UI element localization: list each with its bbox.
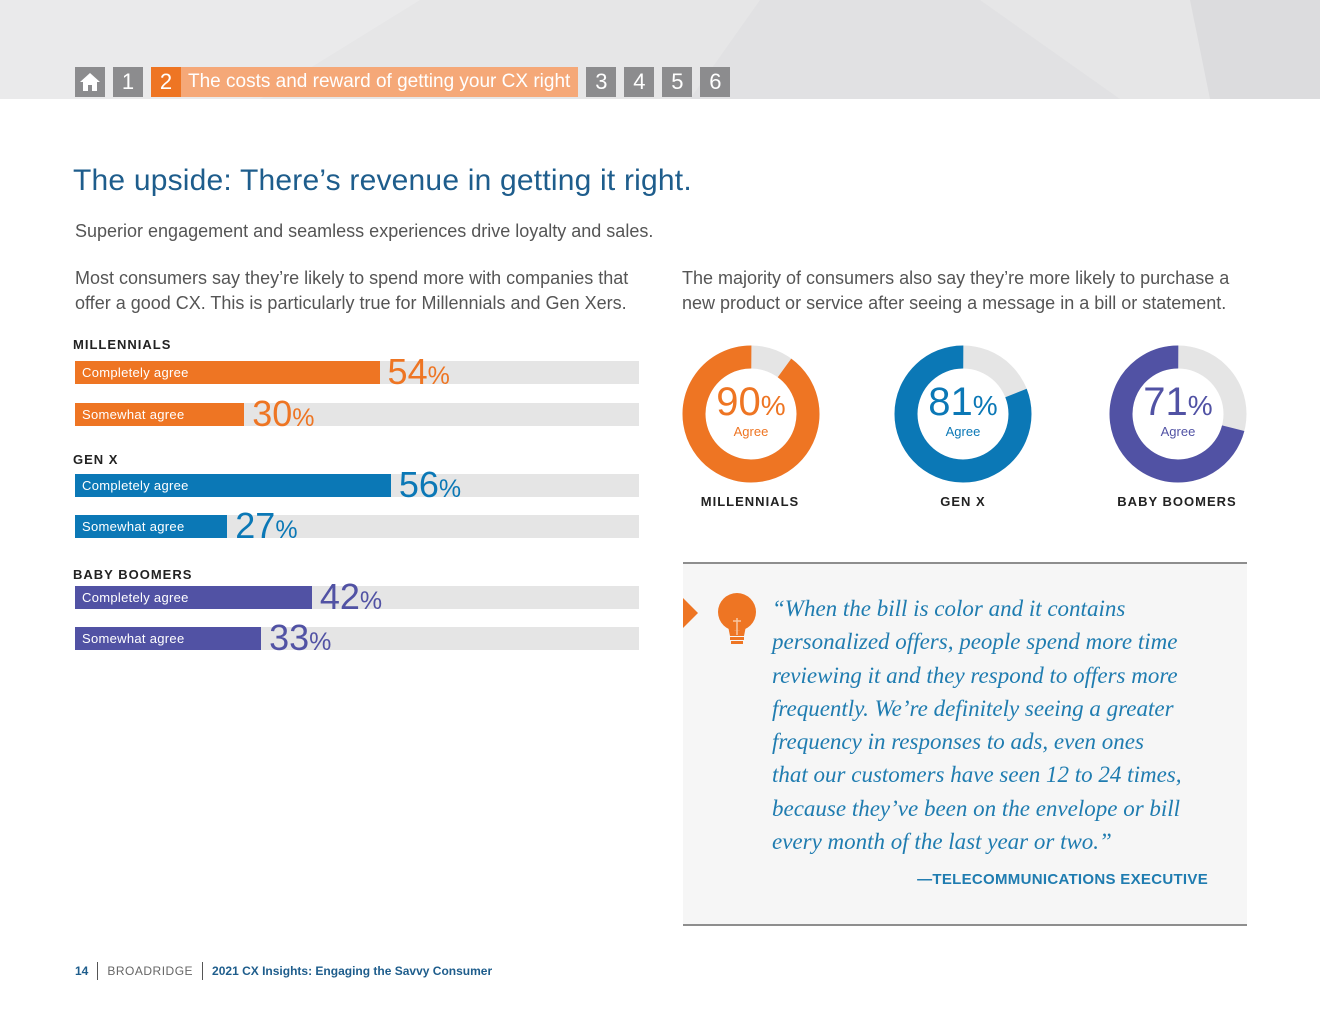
nav-tab-5[interactable]: 5	[662, 67, 693, 97]
nav-tab-2-title: The costs and reward of getting your CX …	[181, 67, 579, 97]
donut-label: MILLENNIALS	[700, 494, 800, 509]
donut-value: 71%	[1108, 382, 1248, 426]
footer-divider	[202, 962, 204, 980]
page-subtitle: Superior engagement and seamless experie…	[75, 221, 654, 241]
donut-label: BABY BOOMERS	[1117, 494, 1237, 509]
footer-divider	[97, 962, 99, 980]
bar-value-number: 33	[269, 617, 310, 658]
donut-baby-boomers: 71% Agree	[1108, 344, 1248, 484]
percent-sign: %	[309, 628, 332, 656]
bar-value-label: 27%	[235, 508, 297, 548]
bar-value-label: 54%	[388, 354, 450, 394]
section-nav: 1 2 The costs and reward of getting your…	[75, 67, 731, 97]
donut-arc	[894, 345, 1032, 483]
donut-sublabel: Agree	[945, 424, 981, 439]
percent-sign: %	[1187, 390, 1213, 421]
donut-gen-x: 81% Agree	[893, 344, 1033, 484]
bar-label: Completely agree	[82, 365, 189, 380]
footer-document-title: 2021 CX Insights: Engaging the Savvy Con…	[212, 964, 493, 978]
footer-brand: BROADRIDGE	[107, 964, 194, 978]
header-background-graphic	[0, 0, 1320, 99]
bar-value-number: 56	[398, 464, 439, 505]
percent-sign: %	[275, 516, 298, 544]
donut-graphic	[894, 345, 1032, 483]
percent-sign: %	[359, 587, 383, 615]
bar-track: Completely agree 42%	[75, 579, 639, 615]
donut-value: 90%	[681, 382, 821, 426]
quote-text: “When the bill is color and it contains …	[772, 596, 1182, 855]
bar-value-label: 56%	[399, 467, 461, 507]
nav-tab-4[interactable]: 4	[624, 67, 655, 97]
donut-sublabel: Agree	[1160, 424, 1196, 439]
donut-value-number: 81	[928, 380, 973, 424]
bar-label: Somewhat agree	[82, 631, 185, 646]
bar	[75, 586, 312, 609]
home-icon	[80, 73, 100, 91]
donut-graphic	[682, 345, 820, 483]
quote-attribution: —TELECOMMUNICATIONS EXECUTIVE	[917, 871, 1208, 888]
quote-arrow-icon	[683, 598, 698, 628]
donut-arc	[1109, 345, 1247, 483]
bar-value-number: 42	[319, 576, 360, 617]
page-title: The upside: There’s revenue in getting i…	[73, 164, 692, 197]
donut-value: 81%	[893, 382, 1033, 426]
bar-value-number: 27	[235, 505, 276, 546]
bar-value-label: 42%	[320, 579, 382, 619]
nav-tab-3[interactable]: 3	[586, 67, 617, 97]
donut-value-number: 71	[1143, 380, 1188, 424]
bar-label: Completely agree	[82, 590, 189, 605]
bar-group-label: BABY BOOMERS	[73, 567, 193, 582]
bar-label: Somewhat agree	[82, 407, 185, 422]
nav-tab-6[interactable]: 6	[700, 67, 731, 97]
percent-sign: %	[438, 475, 462, 503]
donut-sublabel: Agree	[733, 424, 769, 439]
nav-tab-1[interactable]: 1	[113, 67, 143, 97]
lightbulb-icon	[718, 593, 756, 644]
quote-box	[683, 562, 1247, 926]
donut-value-number: 90	[716, 380, 761, 424]
bar-value-number: 30	[252, 393, 293, 434]
bar-label: Somewhat agree	[82, 519, 185, 534]
bar-track: Somewhat agree 27%	[75, 508, 639, 544]
bar	[75, 361, 380, 384]
percent-sign: %	[760, 390, 786, 421]
bar-label: Completely agree	[82, 478, 189, 493]
bar	[75, 474, 391, 497]
home-button[interactable]	[75, 67, 105, 97]
donut-arc	[682, 345, 820, 483]
bar-track: Completely agree 54%	[75, 354, 639, 390]
bar	[75, 403, 245, 426]
bar-track: Completely agree 56%	[75, 467, 639, 503]
footer: 14 BROADRIDGE 2021 CX Insights: Engaging…	[75, 962, 492, 980]
bar-track: Somewhat agree 30%	[75, 396, 639, 432]
percent-sign: %	[972, 390, 998, 421]
percent-sign: %	[292, 404, 315, 432]
bar-value-label: 30%	[252, 396, 314, 436]
bar	[75, 515, 228, 538]
nav-tab-2-number: 2	[151, 67, 181, 97]
left-paragraph: Most consumers say they’re likely to spe…	[75, 268, 629, 313]
percent-sign: %	[427, 362, 450, 390]
donut-millennials: 90% Agree	[681, 344, 821, 484]
right-paragraph: The majority of consumers also say they’…	[682, 268, 1230, 313]
bar-group-label: MILLENNIALS	[73, 337, 172, 352]
page-number: 14	[75, 964, 89, 978]
bar-value-number: 54	[387, 351, 428, 392]
donut-label: GEN X	[940, 494, 986, 509]
bar	[75, 627, 262, 650]
nav-tab-2-active[interactable]: 2 The costs and reward of getting your C…	[151, 67, 579, 97]
bar-group-label: GEN X	[73, 452, 119, 467]
bar-value-label: 33%	[269, 620, 331, 660]
donut-graphic	[1109, 345, 1247, 483]
bar-track: Somewhat agree 33%	[75, 620, 639, 656]
